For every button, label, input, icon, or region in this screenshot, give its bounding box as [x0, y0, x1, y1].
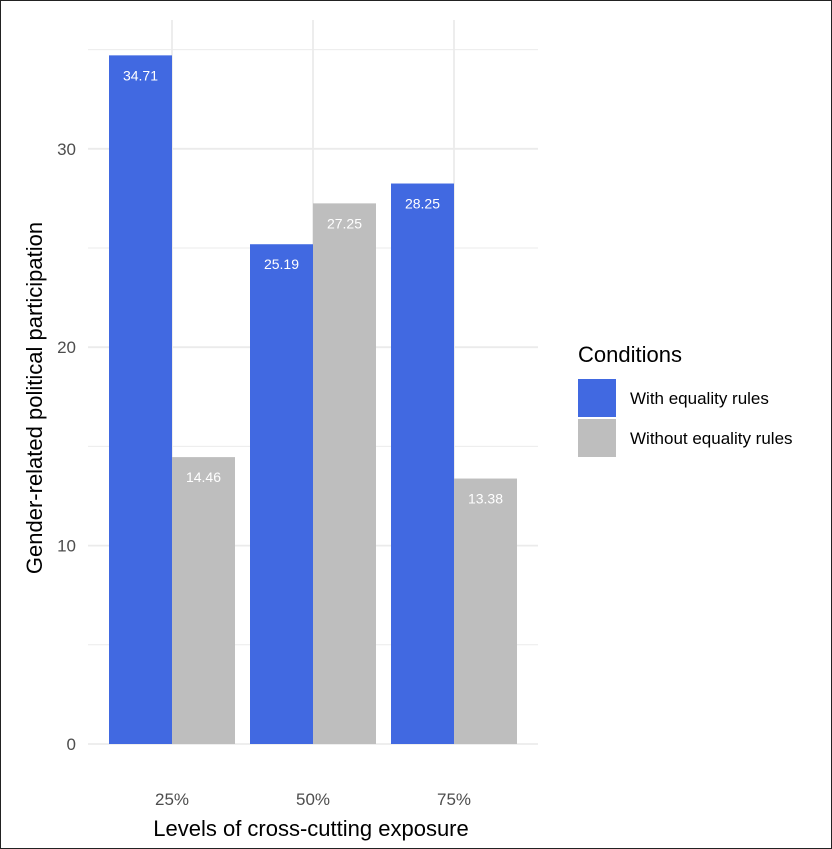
y-tick-label: 10: [57, 537, 76, 556]
bar: [454, 478, 517, 744]
bar-value-label: 28.25: [405, 196, 440, 212]
y-axis-title: Gender-related political participation: [22, 222, 47, 574]
y-tick-label: 0: [67, 735, 76, 754]
bar-value-label: 14.46: [186, 469, 221, 485]
bar: [109, 55, 172, 745]
x-tick-label: 25%: [155, 790, 189, 809]
bar: [391, 183, 454, 744]
bar-value-label: 34.71: [123, 67, 158, 83]
bar-value-label: 27.25: [327, 215, 362, 231]
bar: [313, 203, 376, 745]
tick-labels: 0 10 20 30 25% 50% 75%: [57, 140, 471, 809]
legend-label: Without equality rules: [630, 429, 793, 448]
y-tick-label: 30: [57, 140, 76, 159]
bar: [172, 457, 235, 744]
legend: Conditions With equality rules Without eq…: [578, 342, 793, 457]
bar: [250, 244, 313, 744]
legend-title: Conditions: [578, 342, 682, 367]
x-tick-label: 50%: [296, 790, 330, 809]
x-tick-label: 75%: [437, 790, 471, 809]
bars: 34.71 14.46 25.19 27.25 28.25 13.38: [109, 55, 517, 745]
bar-value-label: 13.38: [468, 491, 503, 507]
y-tick-label: 20: [57, 338, 76, 357]
legend-key: [578, 379, 616, 417]
bar-value-label: 25.19: [264, 256, 299, 272]
legend-label: With equality rules: [630, 389, 769, 408]
x-axis-title: Levels of cross-cutting exposure: [153, 816, 469, 841]
legend-key: [578, 419, 616, 457]
